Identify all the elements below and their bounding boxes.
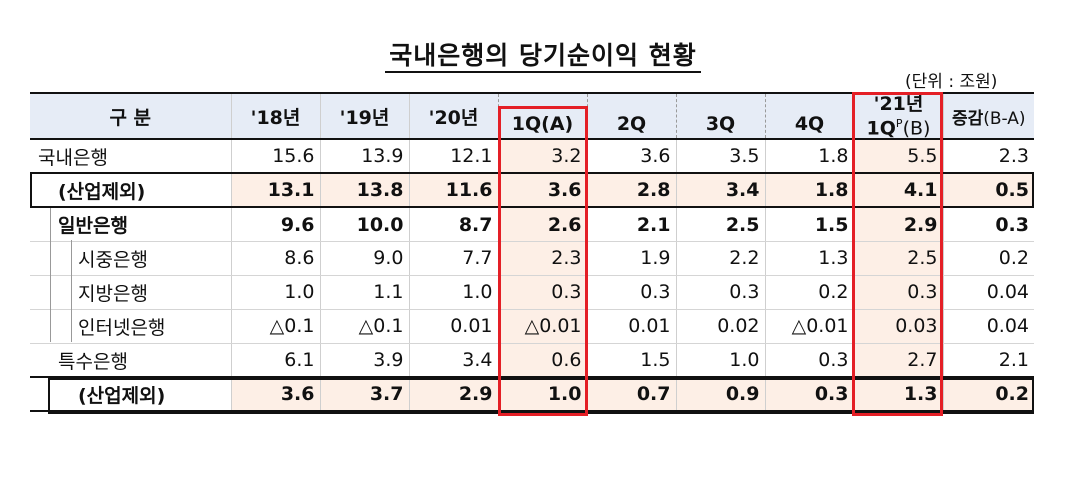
- page-title: 국내은행의 당기순이익 현황: [0, 36, 1086, 73]
- group-indent-line: [50, 206, 51, 342]
- unit-note: (단위 : 조원): [905, 72, 998, 92]
- header-2018: '18년: [230, 91, 320, 141]
- header-2021-q1: '21년 1QP(B): [853, 91, 943, 141]
- table-header: 구 분 '18년 '19년 '20년 1Q(A) 2Q 3Q 4Q '21년 1…: [30, 91, 1034, 141]
- header-2019: '19년: [319, 91, 409, 141]
- table-row: 특수은행 6.1 3.9 3.4 0.6 1.5 1.0 0.3 2.7 2.1: [30, 343, 1034, 378]
- net-income-table: 구 분 '18년 '19년 '20년 1Q(A) 2Q 3Q 4Q '21년 1…: [30, 91, 1034, 413]
- header-2020-q2: 2Q: [586, 91, 676, 141]
- header-category: 구 분: [30, 91, 231, 141]
- header-2020: '20년: [408, 91, 498, 141]
- table-row: 지방은행 1.0 1.1 1.0 0.3 0.3 0.3 0.2 0.3 0.0…: [30, 275, 1034, 310]
- header-2020-q4: 4Q: [764, 91, 854, 141]
- table-row: 일반은행 9.6 10.0 8.7 2.6 2.1 2.5 1.5 2.9 0.…: [30, 207, 1034, 242]
- header-2020-q1: 1Q(A): [497, 91, 587, 141]
- table-row: 시중은행 8.6 9.0 7.7 2.3 1.9 2.2 1.3 2.5 0.2: [30, 241, 1034, 276]
- table-row: (산업제외) 13.1 13.8 11.6 3.6 2.8 3.4 1.8 4.…: [30, 172, 1034, 209]
- header-change: 증감(B-A): [942, 91, 1034, 141]
- table-row: 국내은행 15.6 13.9 12.1 3.2 3.6 3.5 1.8 5.5 …: [30, 139, 1034, 174]
- table-row: (산업제외) 3.6 3.7 2.9 1.0 0.7 0.9 0.3 1.3 0…: [30, 376, 1034, 413]
- header-2020-q3: 3Q: [675, 91, 765, 141]
- subgroup-indent-line: [71, 240, 72, 342]
- table-row: 인터넷은행 △0.1 △0.1 0.01 △0.01 0.01 0.02 △0.…: [30, 309, 1034, 344]
